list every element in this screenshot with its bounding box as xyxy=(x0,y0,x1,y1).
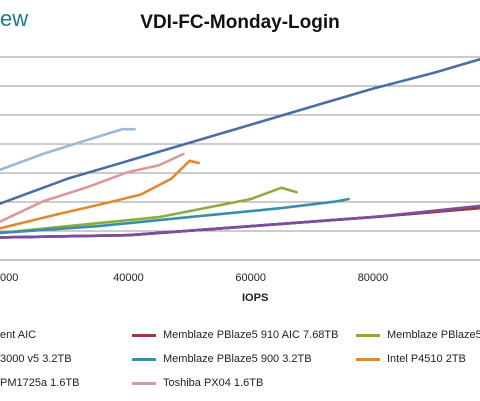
legend-item: PM1725a 1.6TB xyxy=(0,377,80,389)
series-lines xyxy=(0,57,480,239)
legend-swatch xyxy=(132,381,156,385)
legend-label: Memblaze PBlaze5 910 AIC 7.68TB xyxy=(163,329,339,341)
x-tick-labels: 0000 40000 60000 80000 xyxy=(0,272,388,284)
legend-item: Memblaze PBlaze5 910 AIC 7.68TB xyxy=(132,329,338,341)
legend-label: Memblaze PBlaze5 xyxy=(387,329,480,341)
legend-label: Memblaze PBlaze5 900 3.2TB xyxy=(163,353,312,365)
x-tick-label: 0000 xyxy=(0,272,18,284)
chart-title: VDI-FC-Monday-Login xyxy=(140,12,340,33)
legend-item: Memblaze PBlaze5 xyxy=(356,329,480,341)
series-line xyxy=(0,57,480,205)
series-line xyxy=(0,197,350,235)
x-tick-label: 60000 xyxy=(235,272,266,284)
legend-item: Toshiba PX04 1.6TB xyxy=(132,377,263,389)
legend-swatch xyxy=(356,357,380,361)
legend-label: ent AIC xyxy=(0,329,37,341)
x-axis-title: IOPS xyxy=(242,292,269,304)
legend-item: Intel P4510 2TB xyxy=(356,353,466,365)
legend-label: PM1725a 1.6TB xyxy=(0,377,80,389)
legend-label: 3000 v5 3.2TB xyxy=(0,353,72,365)
legend-swatch xyxy=(356,333,380,337)
legend-label: Intel P4510 2TB xyxy=(387,353,466,365)
legend-label: Toshiba PX04 1.6TB xyxy=(163,377,264,389)
grid-lines xyxy=(0,56,480,261)
x-tick-label: 40000 xyxy=(113,272,144,284)
logo-text: ew xyxy=(0,6,29,31)
x-tick-label: 80000 xyxy=(358,272,389,284)
series-line xyxy=(0,152,185,223)
series-line xyxy=(0,127,136,172)
series-line xyxy=(0,186,298,235)
legend-item: Memblaze PBlaze5 900 3.2TB xyxy=(132,353,312,365)
legend-swatch xyxy=(132,357,156,361)
legend-item: 3000 v5 3.2TB xyxy=(0,353,72,365)
legend-item: ent AIC xyxy=(0,329,36,341)
legend-swatch xyxy=(132,333,156,337)
series-line xyxy=(0,159,200,230)
series-line xyxy=(0,204,480,239)
